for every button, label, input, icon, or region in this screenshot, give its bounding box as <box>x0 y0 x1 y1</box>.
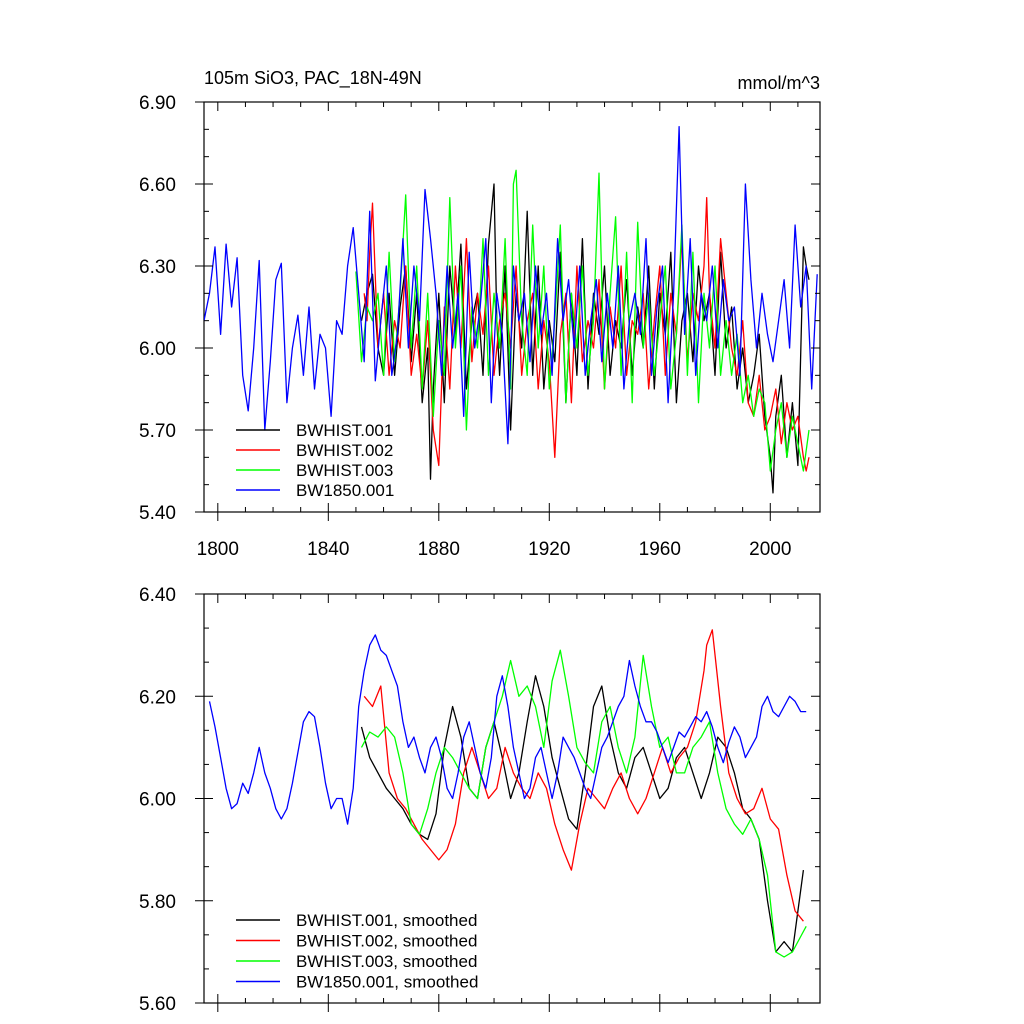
y-tick-label: 6.20 <box>139 687 176 708</box>
x-tick-label: 1840 <box>307 539 349 560</box>
series-line-bwhist-002-smoothed <box>363 629 804 922</box>
y-tick-label: 5.70 <box>139 421 176 442</box>
y-tick-label: 6.30 <box>139 257 176 278</box>
x-tick-label: 1960 <box>639 539 681 560</box>
series-group <box>208 629 807 958</box>
legend-label: BW1850.001 <box>296 481 394 500</box>
legend-label: BWHIST.001, smoothed <box>296 911 477 930</box>
legend-label: BWHIST.001 <box>296 421 393 440</box>
y-tick-label: 6.60 <box>139 175 176 196</box>
series-line-bwhist-001-smoothed <box>360 675 805 953</box>
legend-label: BW1850.001, smoothed <box>296 973 478 992</box>
y-tick-label: 5.60 <box>139 994 176 1015</box>
units-label: mmol/m^3 <box>738 73 820 93</box>
y-tick-label: 6.00 <box>139 790 176 811</box>
y-tick-label: 6.90 <box>139 93 176 114</box>
series-line-bwhist-003-smoothed <box>360 649 807 958</box>
y-tick-label: 5.80 <box>139 892 176 913</box>
x-tick-label: 1880 <box>418 539 460 560</box>
legend-label: BWHIST.003, smoothed <box>296 952 477 971</box>
x-tick-label: 2000 <box>749 539 791 560</box>
legend-label: BWHIST.003 <box>296 461 393 480</box>
series-line-bwhist-003 <box>355 169 810 472</box>
y-tick-label: 6.40 <box>139 585 176 606</box>
series-line-bw1850-001-smoothed <box>208 634 807 825</box>
series-group <box>204 125 818 494</box>
x-tick-label: 1920 <box>528 539 570 560</box>
series-line-bwhist-002 <box>363 197 810 472</box>
y-tick-label: 5.40 <box>139 503 176 524</box>
series-line-bw1850-001 <box>204 125 818 445</box>
x-tick-label: 1800 <box>197 539 239 560</box>
legend-label: BWHIST.002 <box>296 441 393 460</box>
bottom-panel: 5.60 5.80 6.00 6.20 6.40 BWHIST.001, smoothed… <box>139 585 821 1015</box>
chart-title: 105m SiO3, PAC_18N-49N <box>204 68 422 89</box>
y-tick-label: 6.00 <box>139 339 176 360</box>
legend-label: BWHIST.002, smoothed <box>296 932 477 951</box>
plot-frame <box>203 101 821 513</box>
top-panel: 105m SiO3, PAC_18N-49N mmol/m^3 1800 1840… <box>139 68 821 560</box>
